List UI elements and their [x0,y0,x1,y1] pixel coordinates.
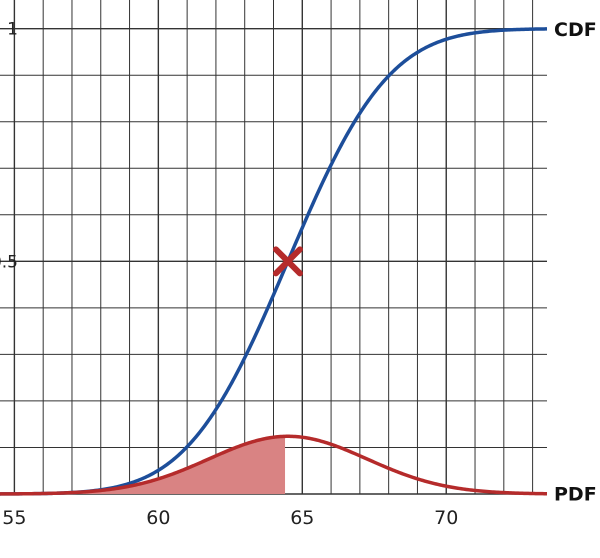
y-tick-label: 0.5 [0,252,18,272]
x-tick-label: 70 [434,507,458,529]
pdf-series-label: PDF [554,484,597,506]
pdf-shaded-area [0,436,286,494]
x-tick-label: 55 [2,507,26,529]
grid [0,0,547,495]
marker-stroke [272,246,303,277]
pdf-line [0,434,548,496]
label-layer: 55 60 65 70 0.5 1 CDF PDF [0,19,597,529]
shaded-area-layer [0,436,286,494]
x-tick-label: 60 [146,507,170,529]
y-tick-label: 1 [7,20,18,40]
cdf-series-label: CDF [554,19,597,41]
series-layer [0,27,548,496]
median-x-marker [272,246,303,277]
marker-layer [272,246,303,277]
x-tick-label: 65 [290,507,314,529]
